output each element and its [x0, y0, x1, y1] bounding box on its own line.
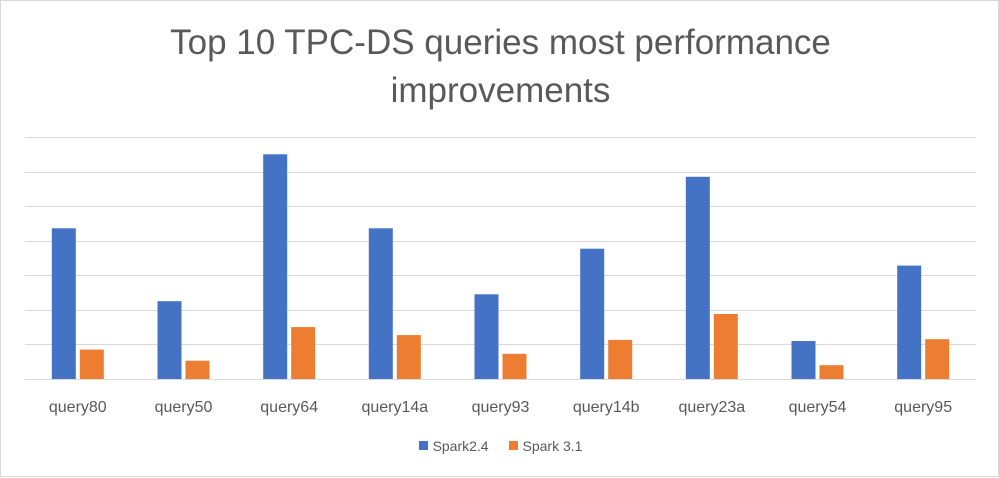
bar-query54-series-2 [819, 365, 844, 379]
chart-title-line-2: improvements [390, 71, 611, 110]
bar-query80-series-2 [79, 349, 104, 379]
chart-title: Top 10 TPC-DS queries most performance i… [1, 19, 999, 115]
x-tick-label-query14b: query14b [573, 399, 640, 416]
x-tick-label-query54: query54 [789, 399, 847, 416]
bar-query93-series-2 [502, 353, 527, 379]
chart-title-line-1: Top 10 TPC-DS queries most performance [170, 23, 831, 62]
bar-query23a-series-1 [685, 176, 710, 379]
legend-label-series-2: Spark 3.1 [522, 437, 583, 454]
x-tick-label-query50: query50 [155, 399, 213, 416]
bar-query14b-series-2 [608, 339, 633, 379]
bar-query64-series-1 [263, 154, 288, 379]
bar-query54-series-1 [791, 341, 816, 379]
bar-query23a-series-2 [713, 314, 738, 379]
bar-query95-series-1 [897, 265, 922, 379]
legend-item-series-2: Spark 3.1 [508, 437, 583, 454]
legend: Spark2.4 Spark 3.1 [1, 437, 999, 454]
bar-query14a-series-2 [396, 335, 421, 379]
x-tick-label-query23a: query23a [678, 399, 745, 416]
legend-swatch-series-2 [508, 441, 518, 450]
bar-query50-series-1 [157, 301, 182, 379]
bar-query14b-series-1 [580, 248, 605, 379]
bar-query64-series-2 [291, 327, 316, 379]
gridlines [25, 137, 976, 380]
bar-query50-series-2 [185, 360, 210, 379]
x-tick-label-query93: query93 [472, 399, 530, 416]
x-tick-label-query95: query95 [894, 399, 952, 416]
x-tick-label-query64: query64 [260, 399, 318, 416]
legend-swatch-series-1 [418, 441, 428, 450]
bar-query93-series-1 [474, 294, 499, 379]
x-tick-label-query80: query80 [49, 399, 107, 416]
bar-query95-series-2 [925, 339, 950, 379]
x-axis-labels: query80 query50 query64 query14a query93 quer… [49, 399, 952, 416]
legend-item-series-1: Spark2.4 [418, 437, 489, 454]
x-tick-label-query14a: query14a [361, 399, 428, 416]
bar-query14a-series-1 [368, 228, 393, 379]
bars [51, 154, 950, 379]
bar-query80-series-1 [51, 228, 76, 379]
legend-label-series-1: Spark2.4 [432, 437, 489, 454]
